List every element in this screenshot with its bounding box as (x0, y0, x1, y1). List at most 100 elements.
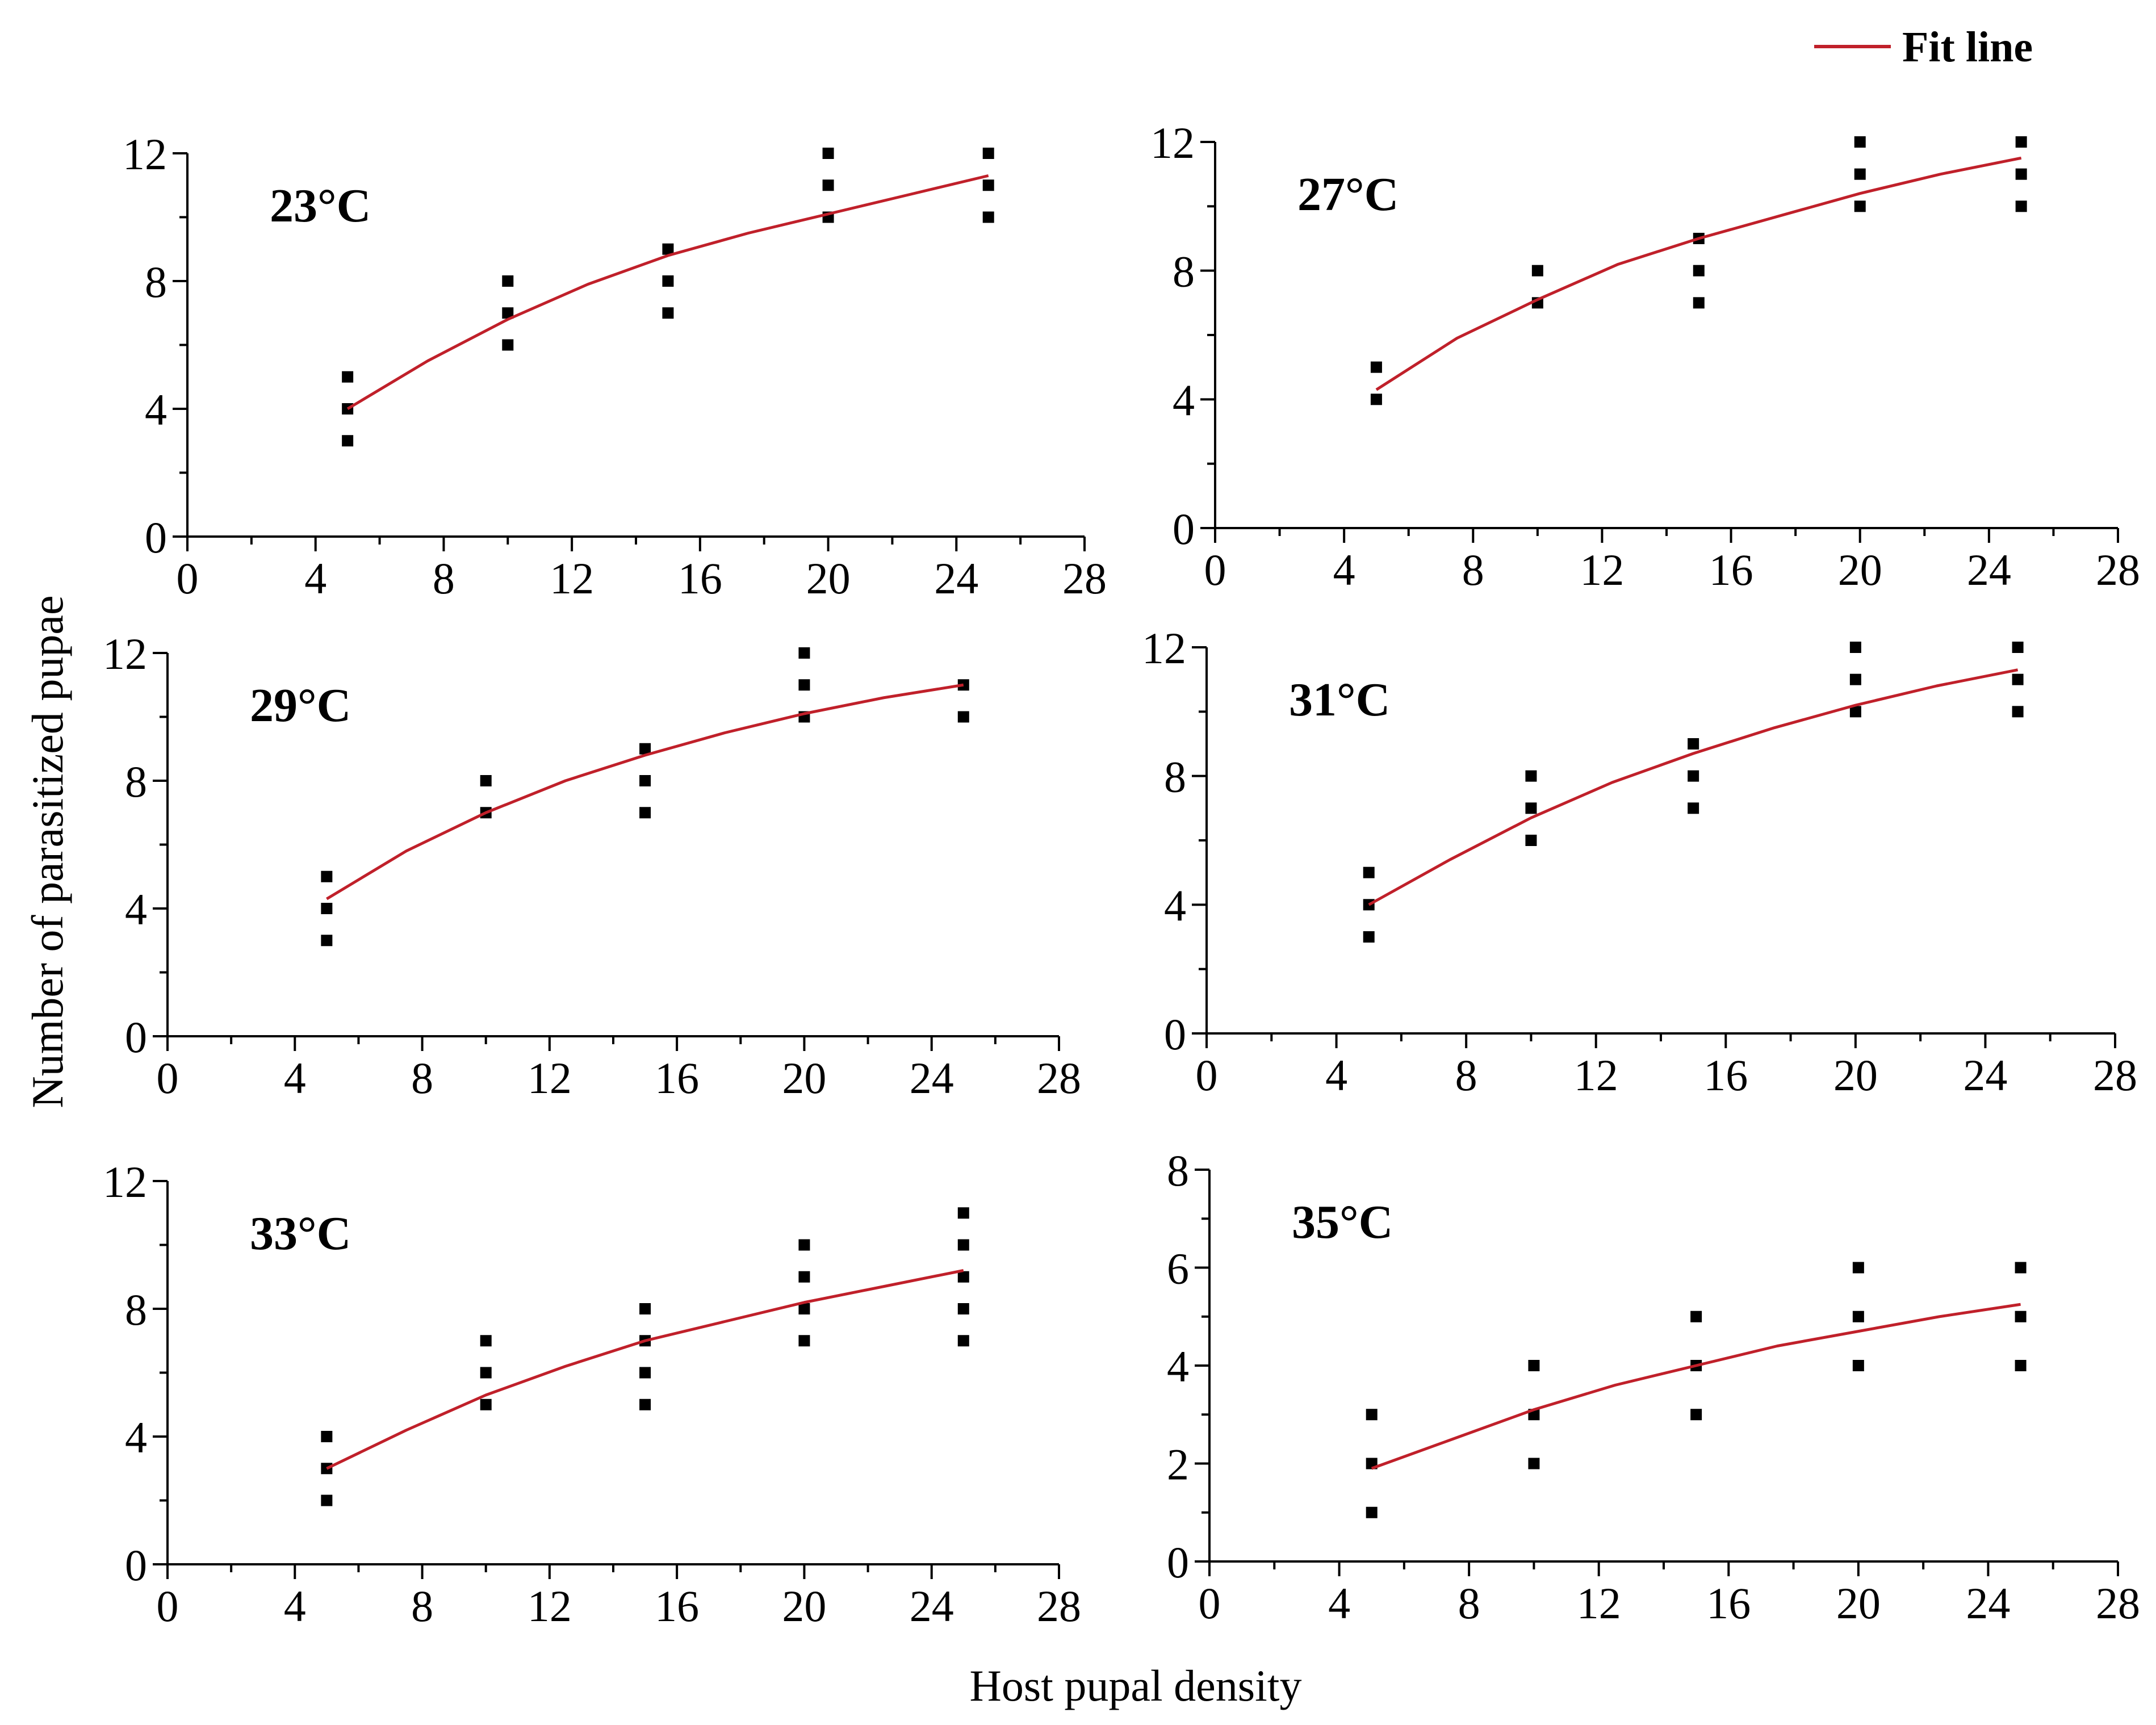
data-point (639, 1367, 651, 1379)
data-point (1525, 802, 1537, 814)
data-point (639, 1303, 651, 1314)
data-point (502, 275, 514, 287)
y-tick-label: 4 (145, 385, 167, 434)
panel-title: 35°C (1292, 1196, 1393, 1249)
y-tick-label: 8 (1164, 752, 1186, 802)
panel-29c: 0 4 8 12 16 20 24 28 0 4 8 12 29°C (103, 629, 1081, 1103)
fit-line (346, 174, 989, 411)
data-point (342, 371, 354, 383)
panel-title: 33°C (250, 1207, 351, 1260)
data-point (1690, 1409, 1702, 1421)
data-point (639, 1399, 651, 1410)
data-point (798, 1303, 810, 1314)
x-tick-label: 28 (1062, 554, 1107, 603)
y-tick-label: 0 (125, 1012, 147, 1062)
x-tick-label: 24 (910, 1581, 954, 1631)
data-point (639, 743, 651, 755)
x-tick-label: 4 (284, 1581, 306, 1631)
data-point (502, 307, 514, 319)
x-axis-title: Host pupal density (970, 1661, 1302, 1710)
data-point (2015, 168, 2027, 180)
y-tick-label: 12 (1150, 118, 1195, 168)
data-point (1528, 1360, 1540, 1371)
x-tick-label: 20 (782, 1053, 826, 1103)
fit-line (326, 683, 964, 901)
x-tick-label: 8 (411, 1581, 433, 1631)
y-tick-label: 8 (125, 1285, 147, 1334)
x-tick-label: 20 (1836, 1579, 1881, 1628)
y-tick-label: 0 (125, 1540, 147, 1590)
x-tick-label: 16 (1709, 545, 1753, 594)
y-tick-label: 4 (1164, 881, 1186, 930)
x-tick-label: 16 (655, 1053, 699, 1103)
x-tick-label: 4 (1328, 1579, 1350, 1628)
data-point (957, 1335, 969, 1347)
x-tick-label: 28 (2093, 1050, 2137, 1100)
data-point (321, 1494, 333, 1506)
data-point (2015, 1311, 2027, 1322)
data-point (822, 148, 834, 159)
data-point (1688, 770, 1699, 782)
x-tick-label: 28 (2096, 1579, 2140, 1628)
data-point (2015, 1262, 2027, 1274)
x-tick-label: 4 (284, 1053, 306, 1103)
data-point (1693, 265, 1705, 277)
data-point (822, 179, 834, 191)
x-tick-label: 12 (528, 1581, 572, 1631)
x-tick-label: 24 (1967, 545, 2011, 594)
x-tick-label: 28 (1037, 1581, 1081, 1631)
x-tick-label: 20 (806, 554, 851, 603)
fit-line (1368, 668, 2019, 906)
y-tick-label: 0 (1167, 1538, 1189, 1587)
y-tick-label: 0 (145, 513, 167, 562)
x-tick-label: 4 (1325, 1050, 1347, 1100)
data-point (662, 243, 674, 255)
data-point (342, 435, 354, 447)
x-tick-label: 20 (1833, 1050, 1878, 1100)
data-point (321, 903, 333, 914)
x-tick-label: 8 (1455, 1050, 1477, 1100)
data-point (982, 179, 994, 191)
y-tick-label: 8 (125, 757, 147, 806)
y-tick-label: 12 (123, 129, 167, 179)
data-point (1525, 835, 1537, 846)
x-tick-label: 8 (411, 1053, 433, 1103)
y-tick-label: 12 (103, 629, 147, 679)
data-point (798, 1271, 810, 1283)
data-point (1854, 136, 1866, 148)
panel-title: 31°C (1289, 673, 1390, 726)
x-tick-label: 12 (550, 554, 594, 603)
data-point (639, 775, 651, 786)
y-tick-label: 12 (1142, 623, 1186, 673)
data-point (982, 148, 994, 159)
data-point (662, 275, 674, 287)
x-tick-label: 4 (1333, 545, 1355, 594)
x-tick-label: 16 (678, 554, 722, 603)
y-axis-title: Number of parasitized pupae (23, 595, 72, 1108)
x-tick-label: 20 (1838, 545, 1882, 594)
y-tick-label: 6 (1167, 1244, 1189, 1293)
x-tick-label: 28 (2096, 545, 2140, 594)
x-tick-label: 16 (1703, 1050, 1748, 1100)
x-tick-label: 0 (157, 1053, 179, 1103)
data-point (798, 647, 810, 659)
data-point (480, 1335, 492, 1347)
panel-title: 29°C (250, 679, 351, 732)
data-point (502, 339, 514, 351)
data-point (1854, 200, 1866, 212)
x-tick-label: 8 (1462, 545, 1484, 594)
y-tick-label: 12 (103, 1157, 147, 1207)
data-point (798, 1239, 810, 1251)
data-point (2012, 642, 2024, 653)
data-point (1849, 706, 1861, 718)
data-point (2012, 706, 2024, 718)
x-tick-label: 24 (1963, 1050, 2007, 1100)
data-point (1852, 1311, 1864, 1322)
x-tick-label: 28 (1037, 1053, 1081, 1103)
x-tick-label: 24 (934, 554, 978, 603)
legend-fit-line-label: Fit line (1902, 23, 2033, 71)
data-point (1363, 866, 1375, 878)
panel-23c: 0 4 8 12 16 20 24 28 0 4 8 12 23°C (123, 129, 1107, 603)
